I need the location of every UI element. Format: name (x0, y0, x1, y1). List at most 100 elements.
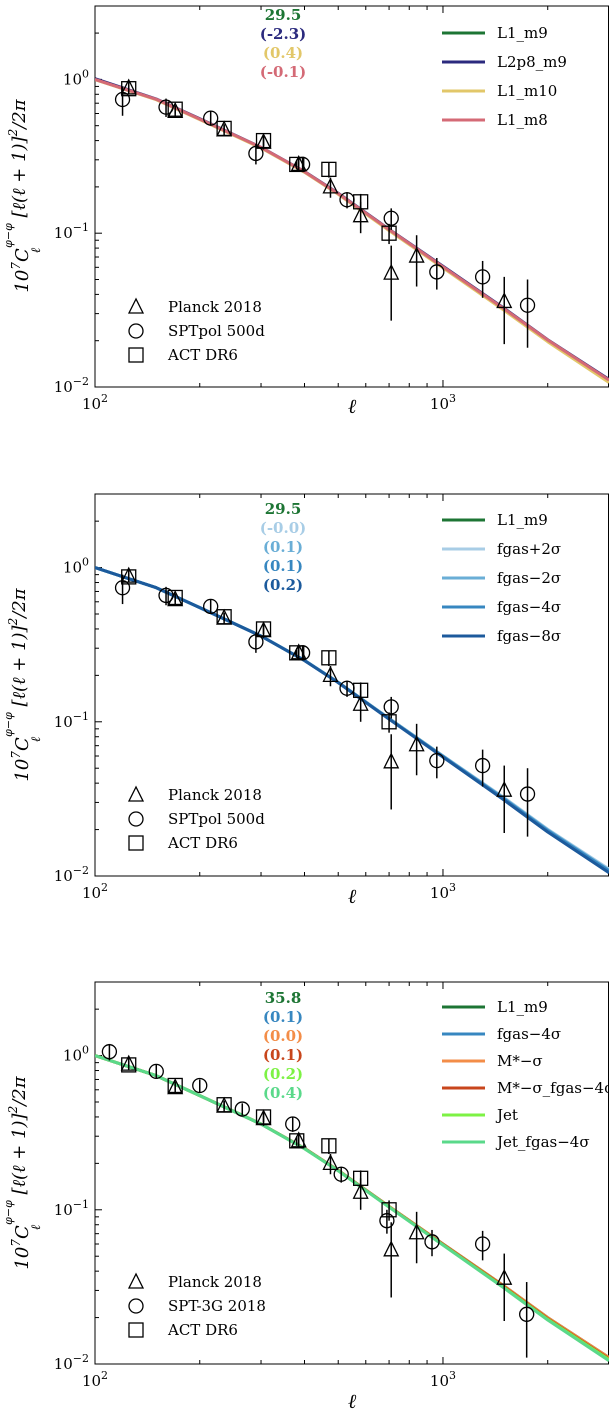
axis-ticks (94, 981, 609, 1365)
data-point-triangle (290, 1131, 307, 1148)
data-point-triangle (255, 1109, 272, 1126)
y-tick-label: 100 (63, 67, 89, 88)
data-point-square (167, 1077, 183, 1094)
y-axis-label: 107Cℓφ−φ [ℓ(ℓ + 1)]2/2π (2, 587, 44, 781)
model-legend: L1_m9 fgas−4σ M*−σ M*−σ_fgas−4σ Jet Jet_fgas−… (442, 998, 609, 1151)
data-point-triangle (322, 177, 339, 194)
data-points (114, 566, 536, 837)
legend-label: Planck 2018 (168, 786, 262, 804)
panel-1: 102 103 10−2 10−1 100 ℓ 107Cℓφ−φ [ℓ(ℓ + 1)]2/2… (2, 493, 609, 908)
data-point-triangle (408, 1223, 425, 1240)
data-point-square (121, 1057, 137, 1073)
chi2-annotation: (0.1) (263, 538, 303, 556)
y-axis-label: 107Cℓφ−φ [ℓ(ℓ + 1)]2/2π (2, 98, 44, 292)
legend-label: Jet (495, 1106, 518, 1124)
legend-label: SPTpol 500d (168, 810, 265, 828)
chi2-annotation: (0.1) (263, 557, 303, 575)
data-legend: Planck 2018 SPTpol 500d ACT DR6 (127, 785, 265, 852)
y-tick-label: 10−1 (54, 1198, 89, 1219)
data-point-triangle (322, 1153, 339, 1171)
y-tick-label: 10−2 (54, 1352, 89, 1373)
x-axis-label: ℓ (348, 1389, 357, 1413)
legend-label: ACT DR6 (167, 1321, 238, 1339)
data-point-triangle (496, 780, 513, 797)
axis-ticks (94, 5, 609, 388)
legend-marker-triangle (127, 297, 145, 314)
data-point-triangle (322, 665, 339, 683)
data-point-square (289, 1133, 305, 1149)
legend-label: M*−σ_fgas−4σ (497, 1079, 609, 1097)
data-points (114, 78, 536, 348)
legend-label: SPTpol 500d (168, 322, 265, 340)
panel-2: 102 103 10−2 10−1 100 ℓ 107Cℓφ−φ [ℓ(ℓ + 1)]2/2… (2, 981, 609, 1413)
legend-label: L2p8_m9 (497, 53, 567, 71)
data-point-circle (474, 269, 491, 285)
data-point-circle (114, 91, 131, 108)
legend-label: ACT DR6 (167, 346, 238, 364)
data-point-triangle (255, 621, 272, 638)
legend-marker-triangle (127, 1272, 145, 1289)
x-tick-label: 102 (82, 392, 108, 413)
legend-label: L1_m10 (497, 82, 557, 100)
model-curves (95, 1054, 609, 1362)
y-tick-label: 10−2 (54, 375, 89, 396)
legend-label: fgas−4σ (497, 598, 561, 616)
data-point-square (216, 120, 232, 137)
x-tick-label: 103 (430, 392, 456, 413)
legend-label: Planck 2018 (168, 1273, 262, 1291)
data-point-circle (383, 699, 399, 715)
data-point-circle (474, 757, 491, 774)
x-tick-label: 103 (430, 1369, 456, 1390)
data-point-triangle (352, 1182, 369, 1199)
legend-label: Planck 2018 (168, 298, 262, 316)
legend-marker-circle (128, 811, 144, 827)
chi2-annotations: 29.5(-2.3)(0.4)(-0.1) (260, 6, 307, 81)
data-point-triangle (120, 78, 137, 95)
data-point-circle (474, 1236, 491, 1252)
data-point-triangle (383, 752, 400, 769)
series-line-3 (95, 77, 609, 382)
legend-marker-circle (128, 323, 144, 339)
data-legend: Planck 2018 SPTpol 500d ACT DR6 (127, 297, 265, 364)
data-point-square (353, 682, 369, 698)
legend-label: fgas−4σ (497, 1025, 561, 1043)
data-point-circle (285, 1116, 301, 1132)
legend-marker-square (128, 835, 144, 851)
x-tick-label: 102 (82, 881, 108, 902)
series-line-5 (95, 1054, 609, 1362)
model-legend: L1_m9 L2p8_m9 L1_m10 L1_m8 (442, 24, 567, 129)
data-point-triangle (167, 1078, 184, 1095)
legend-label: ACT DR6 (167, 834, 238, 852)
data-point-square (167, 589, 183, 606)
data-point-square (216, 1097, 232, 1113)
data-point-triangle (496, 291, 513, 309)
data-point-square (321, 1138, 337, 1154)
series-line-4 (95, 566, 609, 874)
data-point-circle (192, 1077, 208, 1094)
chi2-annotation: (0.2) (263, 1065, 303, 1083)
legend-label: fgas+2σ (497, 540, 561, 558)
data-point-circle (429, 752, 445, 769)
legend-label: Jet_fgas−4σ (495, 1133, 590, 1151)
data-point-circle (203, 110, 219, 126)
data-point-triangle (383, 1240, 400, 1257)
y-axis-label: 107Cℓφ−φ [ℓ(ℓ + 1)]2/2π (2, 1075, 44, 1269)
data-point-triangle (120, 1054, 137, 1071)
data-point-triangle (255, 132, 272, 149)
y-tick-label: 100 (63, 556, 89, 577)
y-tick-label: 10−1 (54, 710, 89, 731)
data-point-square (289, 156, 305, 173)
model-legend: L1_m9 fgas+2σ fgas−2σ fgas−4σ fgas−8σ (442, 511, 561, 645)
data-point-triangle (496, 1268, 513, 1285)
chi2-annotation: 35.8 (265, 989, 302, 1007)
data-point-square (381, 714, 397, 730)
legend-marker-triangle (127, 785, 145, 802)
y-tick-label: 100 (63, 1044, 89, 1065)
data-point-square (255, 621, 272, 637)
data-point-circle (234, 1101, 250, 1117)
data-point-circle (429, 264, 445, 280)
legend-label: L1_m9 (497, 511, 548, 529)
data-point-square (255, 132, 272, 149)
legend-label: fgas−8σ (497, 627, 561, 645)
y-tick-label: 10−2 (54, 864, 89, 885)
